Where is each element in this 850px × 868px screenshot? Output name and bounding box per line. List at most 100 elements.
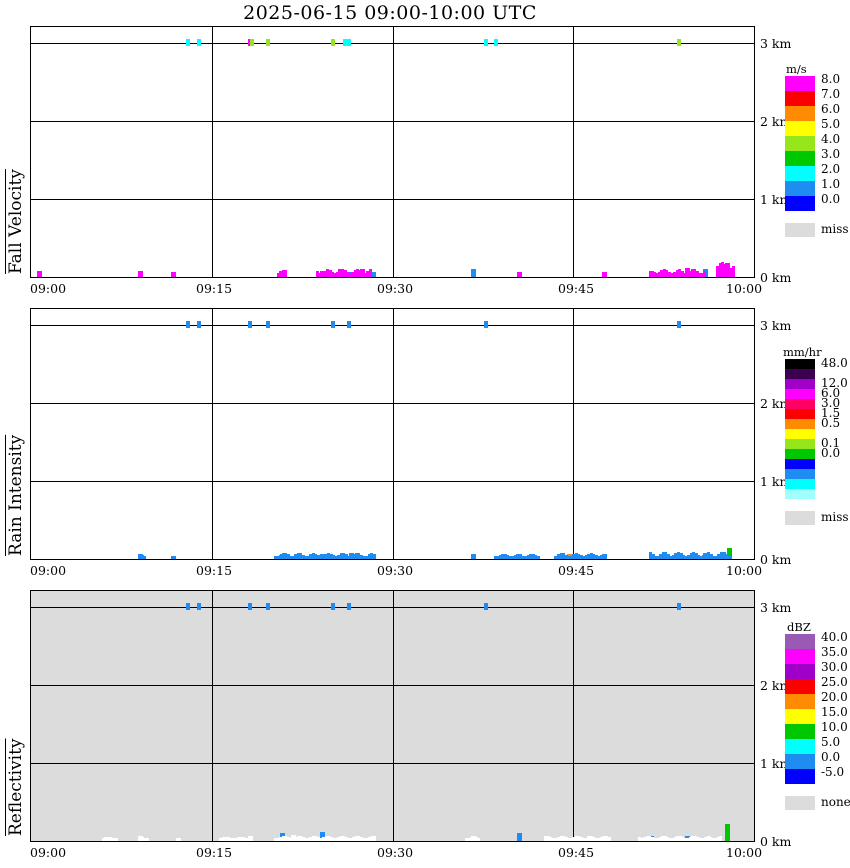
data-cell: [509, 555, 512, 559]
colorbar-segment: [785, 479, 815, 489]
gridline-vertical: [212, 309, 213, 559]
data-cell: [289, 837, 292, 841]
gridline-horizontal: [31, 607, 754, 608]
data-cell: [719, 836, 722, 841]
data-cell: [350, 837, 353, 841]
data-cell: [335, 837, 338, 841]
colorbar-segment: [785, 459, 815, 469]
data-cell: [641, 837, 644, 841]
ytick-3km-p1: 3 km: [760, 318, 792, 333]
data-cell: [529, 554, 532, 559]
data-cell: [658, 272, 661, 277]
data-cell: [664, 836, 667, 841]
data-cell: [560, 836, 563, 841]
colorbar-tick-label: 4.0: [821, 132, 841, 146]
panel-reflectivity-plot[interactable]: [30, 590, 755, 842]
data-cell: [684, 837, 687, 841]
data-cell: [299, 836, 302, 841]
data-cell: [232, 837, 235, 841]
colorbar-segment: [785, 399, 815, 409]
data-cell: [657, 555, 660, 559]
data-cell: [276, 555, 279, 559]
data-cell: [577, 836, 580, 841]
data-cell: [653, 271, 656, 277]
colorbar-segment: [785, 136, 815, 151]
data-cell: [227, 837, 230, 841]
panel-rain-intensity-plot[interactable]: [30, 308, 755, 560]
data-cell: [702, 837, 705, 841]
data-cell: [687, 554, 690, 559]
data-cell: [710, 553, 713, 559]
xtick-0930-p0: 09:30: [377, 281, 414, 296]
ytick-2km-p0: 2 km: [760, 114, 792, 129]
data-cell: [652, 553, 655, 559]
data-cell: [567, 837, 570, 841]
data-cell: [347, 39, 351, 46]
data-cell: [664, 552, 667, 559]
colorbar-tick-label: -5.0: [821, 765, 845, 779]
data-cell: [680, 552, 683, 559]
data-cell: [670, 272, 673, 277]
data-cell: [666, 836, 669, 841]
data-cell: [577, 553, 580, 559]
colorbar-segment: [785, 369, 815, 379]
xtick-0930-p2: 09:30: [377, 845, 414, 860]
colorbar-segment: [785, 679, 815, 694]
data-cell: [297, 836, 300, 841]
data-cell: [102, 837, 105, 841]
data-cell: [669, 555, 672, 559]
colorbar-tick-label: 40.0: [821, 630, 848, 644]
data-cell: [681, 270, 684, 277]
data-cell: [554, 555, 557, 559]
data-cell: [345, 554, 348, 559]
data-cell: [294, 836, 297, 841]
data-cell: [242, 837, 245, 841]
gridline-vertical: [573, 591, 574, 841]
data-cell: [562, 553, 565, 559]
colorbar-reflectivity-title: dBZ: [787, 620, 811, 634]
data-cell: [602, 554, 607, 559]
gridline-horizontal: [31, 121, 754, 122]
data-cell: [355, 553, 358, 559]
colorbar-segment: [785, 106, 815, 121]
colorbar-tick-label: 5.0: [821, 117, 841, 131]
ytick-3km-p2: 3 km: [760, 600, 792, 615]
data-cell: [319, 837, 322, 841]
data-cell: [643, 837, 646, 841]
data-cell: [693, 269, 696, 277]
data-cell: [511, 555, 514, 559]
data-cell: [714, 837, 717, 841]
data-cell: [516, 554, 519, 559]
data-cell: [590, 553, 593, 559]
colorbar-tick-label: 15.0: [821, 705, 848, 719]
data-cell: [197, 603, 201, 610]
data-cell: [697, 555, 700, 559]
data-cell: [661, 836, 664, 841]
data-cell: [519, 554, 522, 559]
data-cell: [674, 553, 677, 559]
data-cell: [677, 552, 680, 559]
data-cell: [309, 553, 312, 559]
data-cell: [352, 836, 355, 841]
data-cell: [365, 555, 368, 559]
colorbar-tick-label: 3.0: [821, 396, 841, 410]
panel-fall-velocity-plot[interactable]: [30, 26, 755, 278]
data-cell: [470, 837, 473, 841]
data-cell: [499, 554, 502, 559]
data-cell: [557, 554, 560, 559]
data-cell: [716, 266, 719, 277]
data-cell: [600, 837, 603, 841]
data-cell: [143, 555, 146, 559]
colorbar-segment: [785, 151, 815, 166]
data-cell: [514, 554, 517, 559]
data-cell: [557, 836, 560, 841]
colorbar-tick-label: 6.0: [821, 386, 841, 400]
data-cell: [331, 603, 335, 610]
data-cell: [600, 554, 603, 559]
figure-title: 2025-06-15 09:00-10:00 UTC: [243, 2, 537, 24]
data-cell: [331, 271, 334, 277]
data-cell: [677, 321, 681, 328]
data-cell: [517, 833, 522, 841]
xtick-0915-p0: 09:15: [196, 281, 233, 296]
data-cell: [696, 271, 699, 277]
